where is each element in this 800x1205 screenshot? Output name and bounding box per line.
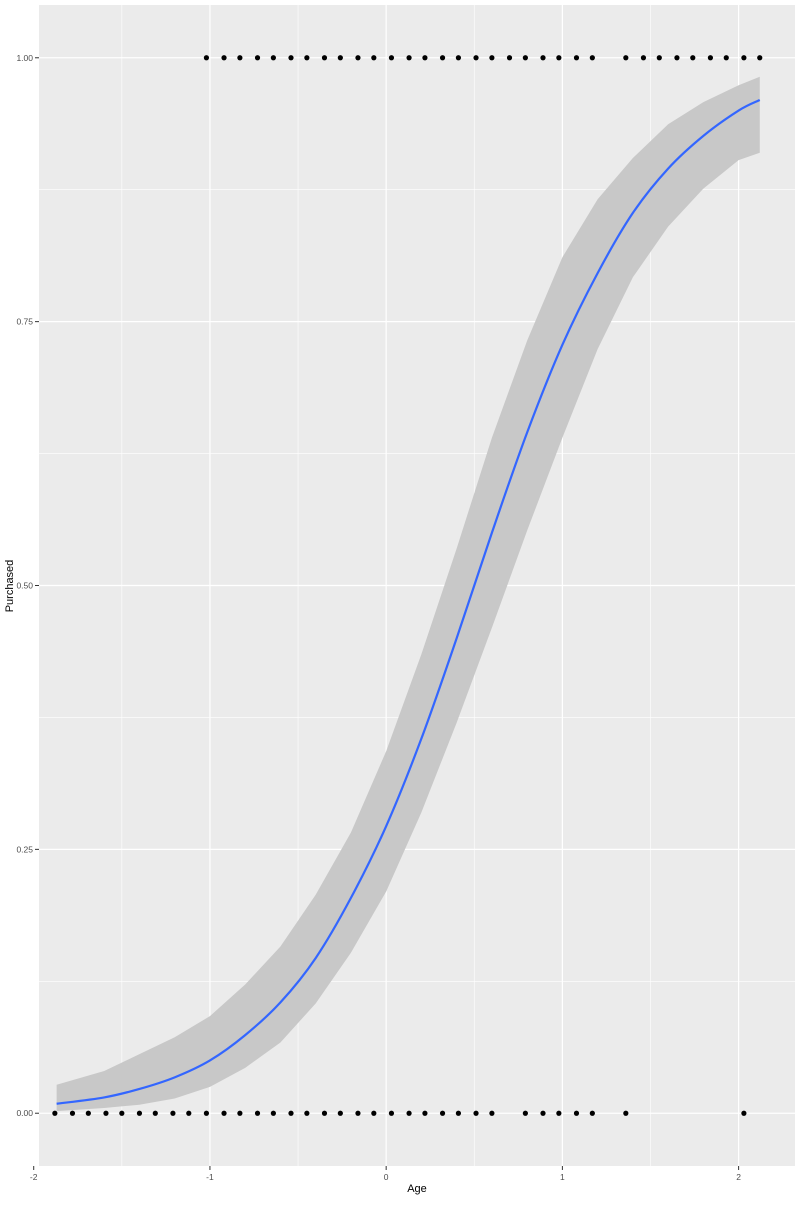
y-axis: 0.00 0.25 0.50 0.75 1.00 [16, 53, 39, 1118]
data-point-purchased-1 [741, 55, 747, 61]
data-point-purchased-0 [623, 1110, 629, 1116]
data-point-purchased-0 [337, 1110, 343, 1116]
data-point-purchased-1 [640, 55, 647, 61]
data-point-purchased-1 [723, 55, 729, 61]
data-point-purchased-1 [406, 55, 412, 61]
data-point-purchased-0 [556, 1110, 562, 1116]
y-tick-label: 1.00 [16, 53, 33, 63]
data-points [52, 55, 763, 1116]
data-point-purchased-1 [540, 55, 546, 61]
data-point-purchased-0 [237, 1110, 243, 1116]
y-tick-label: 0.25 [16, 844, 33, 854]
data-point-purchased-1 [656, 55, 662, 61]
data-point-purchased-0 [406, 1110, 412, 1116]
data-point-purchased-1 [522, 55, 528, 61]
data-point-purchased-1 [203, 55, 210, 61]
data-point-purchased-0 [355, 1110, 361, 1116]
x-tick-label: 1 [560, 1172, 565, 1182]
data-point-purchased-1 [371, 55, 377, 61]
data-point-purchased-0 [170, 1110, 176, 1116]
data-point-purchased-0 [473, 1110, 479, 1116]
data-point-purchased-1 [304, 55, 310, 61]
x-tick-label: 0 [384, 1172, 389, 1182]
data-point-purchased-1 [254, 55, 261, 61]
data-point-purchased-0 [136, 1110, 143, 1116]
data-point-purchased-1 [388, 55, 395, 61]
data-point-purchased-0 [152, 1110, 158, 1116]
data-point-purchased-0 [203, 1110, 210, 1116]
data-point-purchased-1 [556, 55, 562, 61]
data-point-purchased-0 [321, 1110, 328, 1116]
data-point-purchased-1 [573, 55, 580, 61]
data-point-purchased-1 [455, 55, 462, 61]
logistic-fit-line [56, 98, 761, 1105]
data-point-purchased-0 [254, 1110, 261, 1116]
data-point-purchased-0 [489, 1110, 495, 1116]
data-point-purchased-1 [473, 55, 479, 61]
data-point-purchased-0 [388, 1110, 395, 1116]
data-point-purchased-0 [103, 1110, 109, 1116]
data-point-purchased-0 [288, 1110, 294, 1116]
data-point-purchased-1 [221, 55, 227, 61]
data-point-purchased-0 [422, 1110, 428, 1116]
data-point-purchased-0 [221, 1110, 227, 1116]
data-point-purchased-1 [355, 55, 361, 61]
x-axis-title: Age [407, 1183, 427, 1195]
data-point-purchased-0 [573, 1110, 580, 1116]
data-point-purchased-0 [371, 1110, 377, 1116]
y-tick-label: 0.50 [16, 581, 33, 591]
x-tick-label: 2 [736, 1172, 741, 1182]
y-tick-label: 0.75 [16, 317, 33, 327]
data-point-purchased-1 [489, 55, 495, 61]
data-point-purchased-0 [69, 1110, 76, 1116]
data-point-purchased-1 [288, 55, 294, 61]
data-point-purchased-1 [757, 55, 763, 61]
data-point-purchased-1 [674, 55, 680, 61]
data-point-purchased-1 [337, 55, 343, 61]
data-point-purchased-0 [439, 1110, 446, 1116]
data-point-purchased-1 [690, 55, 696, 61]
data-point-purchased-0 [270, 1110, 276, 1116]
data-point-purchased-0 [52, 1110, 58, 1116]
data-point-purchased-0 [589, 1110, 595, 1116]
x-axis: -2 -1 0 1 2 [30, 1166, 741, 1182]
data-point-purchased-1 [321, 55, 328, 61]
data-point-purchased-0 [304, 1110, 310, 1116]
data-point-purchased-0 [522, 1110, 528, 1116]
x-tick-label: -2 [30, 1172, 38, 1182]
data-point-purchased-0 [741, 1110, 747, 1116]
x-tick-label: -1 [206, 1172, 214, 1182]
data-point-purchased-0 [186, 1110, 192, 1116]
data-point-purchased-0 [455, 1110, 462, 1116]
data-point-purchased-0 [85, 1110, 91, 1116]
major-gridlines [33, 5, 795, 1166]
y-axis-title: Purchased [4, 560, 16, 613]
confidence-band [56, 76, 760, 1112]
data-point-purchased-1 [506, 55, 513, 61]
data-point-purchased-1 [589, 55, 595, 61]
data-point-purchased-1 [237, 55, 243, 61]
data-point-purchased-0 [540, 1110, 546, 1116]
y-tick-label: 0.00 [16, 1108, 33, 1118]
data-point-purchased-0 [119, 1110, 125, 1116]
data-point-purchased-1 [270, 55, 276, 61]
data-point-purchased-1 [707, 55, 714, 61]
data-point-purchased-1 [439, 55, 446, 61]
data-point-purchased-1 [623, 55, 629, 61]
data-point-purchased-1 [422, 55, 428, 61]
